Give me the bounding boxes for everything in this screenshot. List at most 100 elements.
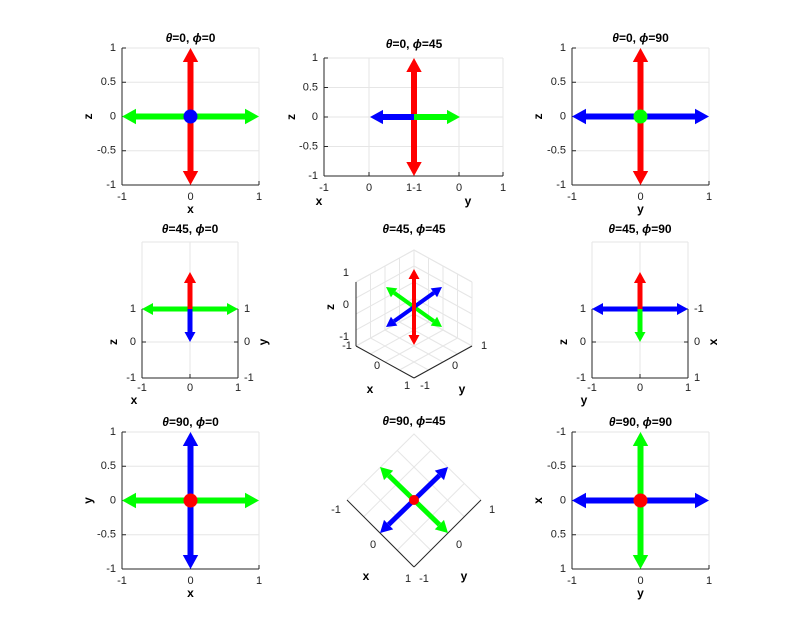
y-vector-pos-head xyxy=(434,467,448,481)
x-tick-label: 0 xyxy=(637,575,643,587)
title-symbol: ϕ xyxy=(196,415,205,429)
x-tick-label: 0 xyxy=(637,382,643,394)
right-tick-label: -1 xyxy=(694,303,704,315)
title-symbol: ϕ xyxy=(639,31,648,45)
y-tick-label: 0 xyxy=(110,110,116,122)
z-vector-neg-head xyxy=(632,48,649,62)
title-symbol: ϕ xyxy=(193,31,202,45)
x-axis-label: x xyxy=(187,202,194,216)
z-vector-pos-head xyxy=(632,171,649,185)
y-vector-neg-shaft xyxy=(386,498,416,527)
title-symbol: θ xyxy=(382,414,389,428)
z-vector-head xyxy=(183,272,197,283)
title-symbol: ϕ xyxy=(413,37,422,51)
title-symbol: ϕ xyxy=(416,222,425,236)
x-vector-neg-shaft xyxy=(392,291,416,309)
gridline-wall xyxy=(413,249,473,283)
subplot-8: -1 0 1 -1 0 1 x y θ=90, ϕ=45 xyxy=(331,414,495,585)
x-vector-head xyxy=(447,109,460,125)
y-tick-label: 0.5 xyxy=(101,76,116,88)
y-axis-label: y xyxy=(465,194,472,208)
x-vector-neg-head xyxy=(380,467,394,481)
title-value: =90, xyxy=(169,415,196,429)
right-axis-label: x xyxy=(706,338,720,345)
subplot-7: 1 0.5 0 -0.5 -1-1 0 1 x y θ=90, ϕ=0 xyxy=(81,415,262,600)
y-axis-line xyxy=(413,499,482,568)
x-tick-label: 1 xyxy=(256,191,262,203)
y-vector-neg-head xyxy=(592,302,603,316)
title-value: =0, xyxy=(392,37,412,51)
y-tick-label: 1 xyxy=(312,52,318,64)
x-vector-neg-head xyxy=(386,287,398,298)
x-vector-neg-head xyxy=(142,302,153,316)
x-tick-label: -1 xyxy=(567,575,577,587)
left-axis-label: z xyxy=(556,339,570,345)
x-vector-neg-shaft xyxy=(386,473,416,502)
right-axis-label: y xyxy=(256,338,270,345)
y-tick-label: -1 xyxy=(420,380,430,392)
y-tick-label: 0.5 xyxy=(101,460,116,472)
x-vector-neg-head xyxy=(632,432,649,446)
y-tick-label: 1 xyxy=(560,563,566,575)
subplot-2: 1 0.5 0 -0.5 -1-1 0 1-1 0 1 x y z θ=0, ϕ=45 xyxy=(284,37,506,208)
x-tick-label: -1 xyxy=(319,182,329,194)
x-tick-label: 1 xyxy=(405,573,411,585)
y-tick-label: -1 xyxy=(308,170,318,182)
right-tick-label: 0 xyxy=(694,336,700,348)
x-tick-label: 0 xyxy=(366,182,372,194)
z-vector-dot xyxy=(633,493,648,508)
subplot-title: θ=0, ϕ=90 xyxy=(612,31,669,45)
x-axis-label: y xyxy=(637,202,644,216)
y-vector-pos-shaft xyxy=(412,473,442,502)
x-axis-label: y xyxy=(581,393,588,407)
y-tick-label: -0.5 xyxy=(97,145,116,157)
title-value: =0 xyxy=(205,415,219,429)
title-symbol: θ xyxy=(162,222,169,236)
z-vector-dot xyxy=(409,495,419,505)
gridline-wall xyxy=(355,297,415,331)
left-tick-label: 0 xyxy=(130,336,136,348)
x-tick-label: -1 xyxy=(342,340,352,352)
x-tick-label: -1 xyxy=(567,191,577,203)
x-axis-line xyxy=(355,345,415,379)
y-tick-label: 0.5 xyxy=(551,529,566,541)
z-vector-neg-head xyxy=(182,48,199,62)
x-tick-label: 0 xyxy=(187,191,193,203)
x-axis-label: y xyxy=(637,586,644,600)
x-tick-label: 1 xyxy=(404,380,410,392)
right-tick-label: 1 xyxy=(244,303,250,315)
y-tick-label: 0 xyxy=(560,110,566,122)
diamond-top-edges xyxy=(346,433,482,501)
subplot-title: θ=45, ϕ=45 xyxy=(382,222,446,236)
y-tick-label: -1 xyxy=(419,573,429,585)
left-tick-label: 1 xyxy=(130,303,136,315)
z-vector-pos-head xyxy=(182,171,199,185)
title-symbol: θ xyxy=(162,415,169,429)
right-tick-label: 0 xyxy=(244,336,250,348)
y-axis-line xyxy=(413,345,473,379)
title-symbol: θ xyxy=(612,31,619,45)
y-tick-label: -0.5 xyxy=(547,145,566,157)
z-axis-label: z xyxy=(323,304,337,310)
x-tick-label: 1 xyxy=(256,575,262,587)
title-symbol: θ xyxy=(166,31,173,45)
z-vector-pos-head xyxy=(408,335,420,345)
x-axis-label: x xyxy=(363,569,370,583)
gridline-wall xyxy=(413,281,473,315)
y-tick-label: -0.5 xyxy=(299,140,318,152)
x-tick-label: -1 xyxy=(587,382,597,394)
gridline-wall xyxy=(413,297,473,331)
x-tick-label: -1 xyxy=(117,191,127,203)
gridline-wall xyxy=(355,281,415,315)
x-vector-pos-shaft xyxy=(412,305,436,323)
subplot-title: θ=90, ϕ=90 xyxy=(609,415,673,429)
x-tick-label: 0 xyxy=(456,182,462,194)
left-tick-label: -1 xyxy=(126,372,136,384)
y-tick-label: -1 xyxy=(556,426,566,438)
title-value: =45 xyxy=(422,37,443,51)
gridline-wall xyxy=(355,249,415,283)
gridline-floor xyxy=(413,313,473,347)
title-value: =45 xyxy=(425,414,446,428)
y-vector-neg-head xyxy=(380,519,394,533)
